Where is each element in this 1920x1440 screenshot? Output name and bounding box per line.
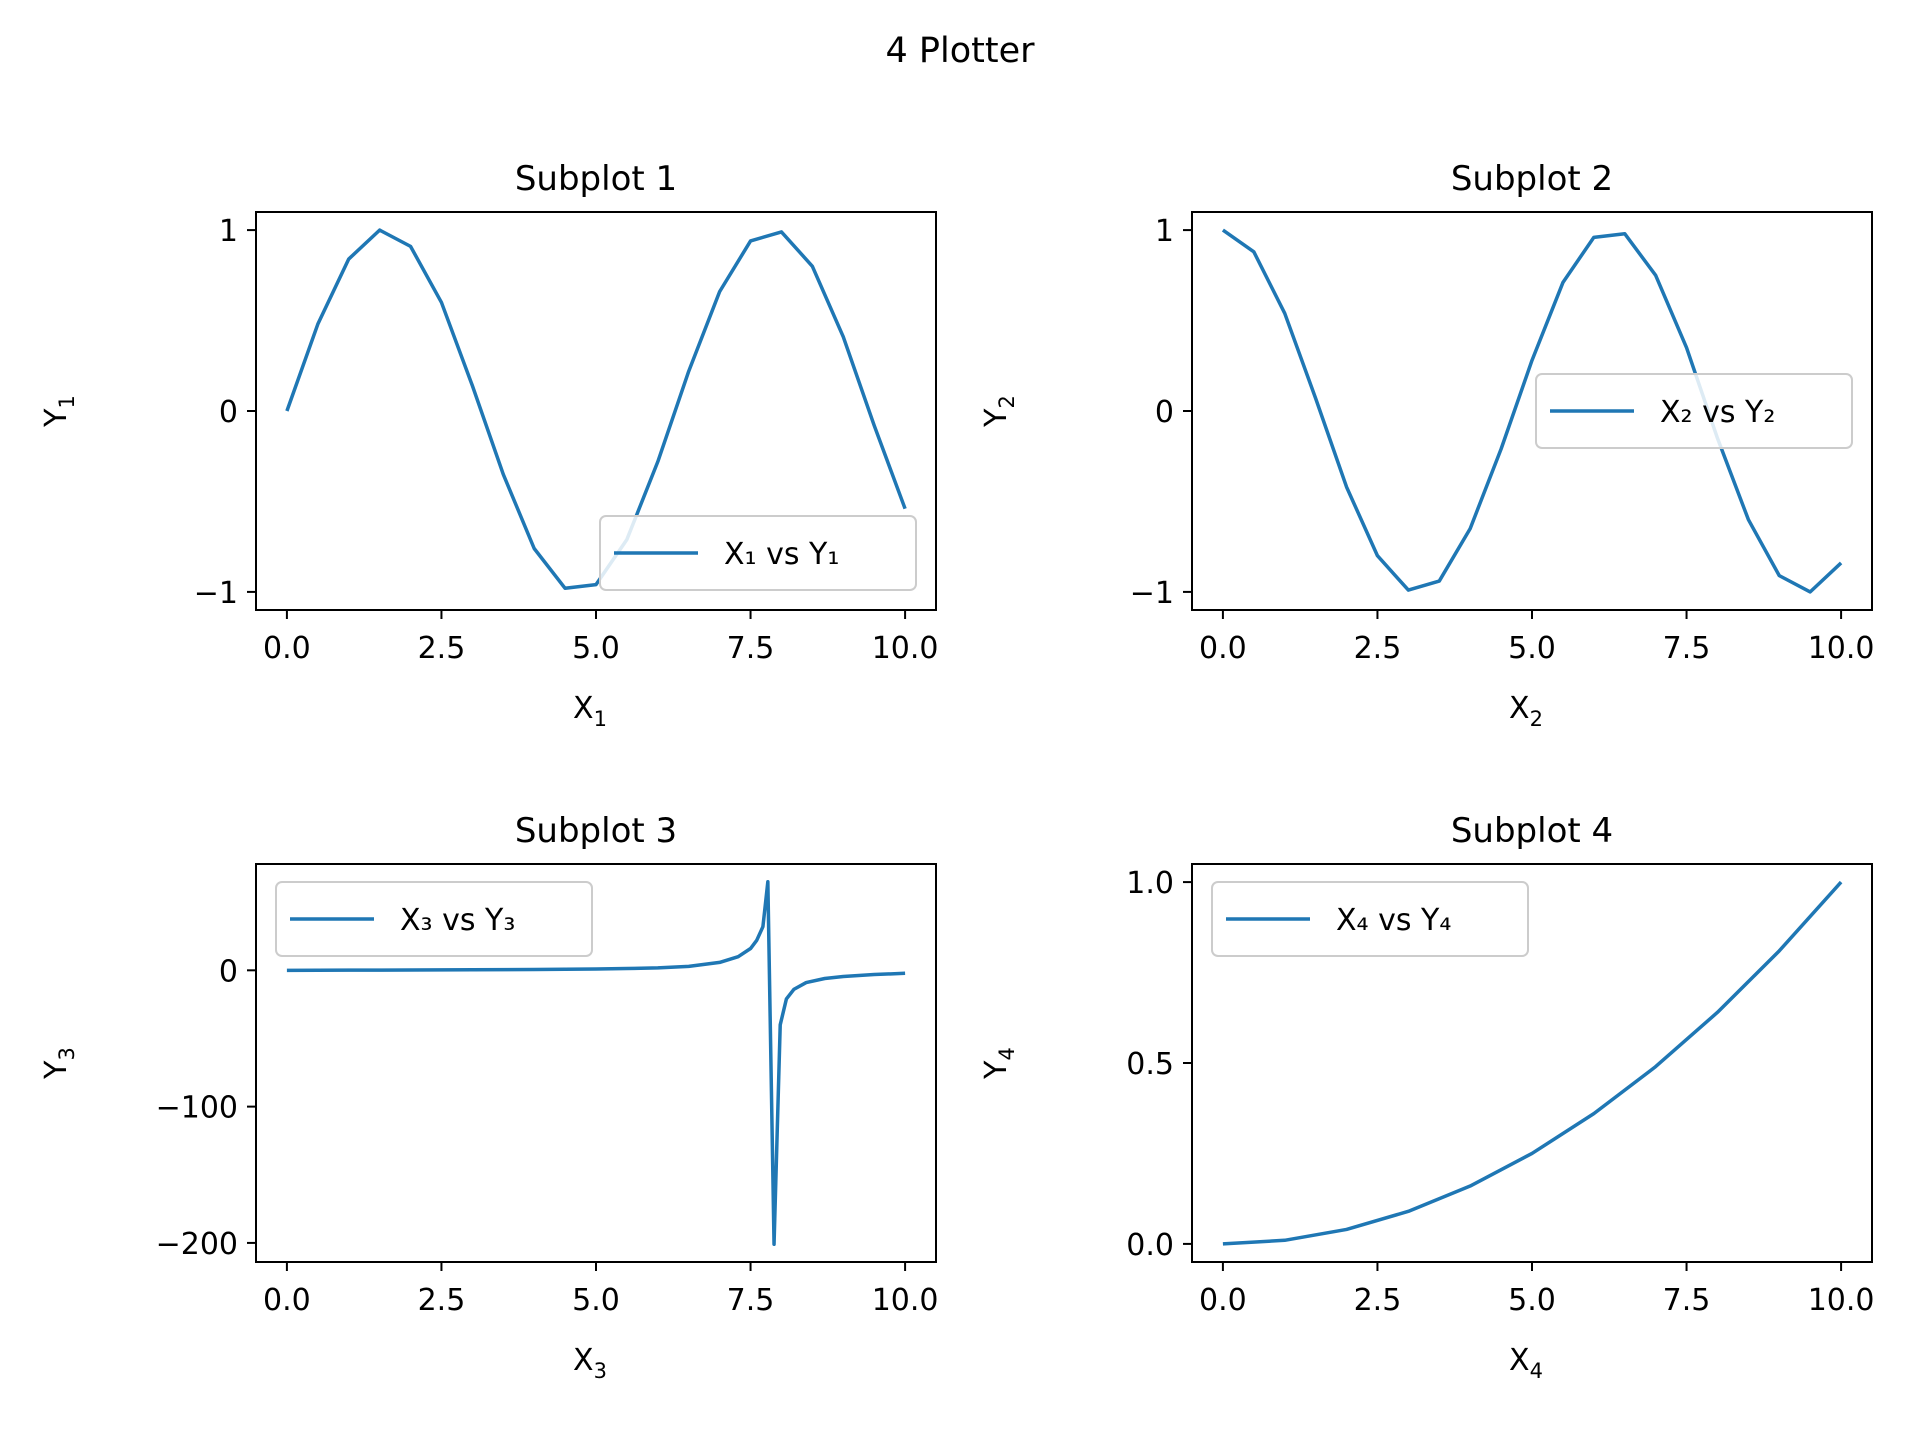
- x-tick-label: 2.5: [1354, 1283, 1402, 1318]
- y-tick-label: 0: [219, 954, 238, 989]
- x-axis-label: X2: [1509, 691, 1543, 731]
- x-tick-label: 2.5: [418, 1283, 466, 1318]
- legend: X₄ vs Y₄: [1211, 881, 1529, 957]
- legend-box: [1535, 373, 1853, 449]
- y-axis-label: Y2: [979, 395, 1019, 428]
- x-tick-label: 7.5: [727, 631, 775, 666]
- y-tick-label: 0: [1155, 395, 1174, 430]
- y-tick-label: −200: [156, 1227, 238, 1262]
- subplot-title: Subplot 2: [1451, 159, 1613, 199]
- series-line: [285, 228, 907, 591]
- legend-label: X₄ vs Y₄: [1336, 903, 1451, 938]
- figure-title: 4 Plotter: [885, 31, 1035, 71]
- x-tick-label: 7.5: [1663, 631, 1711, 666]
- x-tick-label: 7.5: [1663, 1283, 1711, 1318]
- x-tick-label: 0.0: [1199, 631, 1247, 666]
- x-tick-label: 0.0: [1199, 1283, 1247, 1318]
- x-tick-label: 10.0: [1808, 1283, 1875, 1318]
- x-axis-label: X1: [573, 691, 607, 731]
- subplot-title: Subplot 3: [515, 811, 677, 851]
- y-tick-label: 0.0: [1126, 1228, 1174, 1263]
- y-tick-label: 1: [1155, 214, 1174, 249]
- legend-box: [599, 515, 917, 591]
- x-tick-label: 10.0: [1808, 631, 1875, 666]
- x-tick-label: 0.0: [263, 631, 311, 666]
- series-line: [1222, 880, 1843, 1246]
- y-axis-label: Y3: [39, 1047, 79, 1080]
- subplot-3: Subplot 3 0.0 2.5 5.0 7.5 10.0 −200 −100 0 X3 Y3 X₃…: [39, 811, 938, 1383]
- y-tick-label: 0.5: [1126, 1047, 1174, 1082]
- x-tick-label: 10.0: [872, 1283, 939, 1318]
- subplot-title: Subplot 4: [1451, 811, 1613, 851]
- x-tick-label: 0.0: [263, 1283, 311, 1318]
- legend-label: X₃ vs Y₃: [400, 903, 515, 938]
- y-axis-label: Y1: [39, 395, 79, 428]
- legend-label: X₂ vs Y₂: [1660, 395, 1775, 430]
- y-tick-label: −1: [1130, 576, 1174, 611]
- x-tick-label: 5.0: [572, 631, 620, 666]
- y-tick-label: −100: [156, 1091, 238, 1126]
- x-tick-label: 2.5: [1354, 631, 1402, 666]
- subplot-4: Subplot 4 0.0 2.5 5.0 7.5 10.0 0.0 0.5 1.0 X4 Y4 X₄…: [979, 811, 1874, 1383]
- x-tick-label: 5.0: [572, 1283, 620, 1318]
- x-tick-label: 5.0: [1508, 631, 1556, 666]
- y-axis-label: Y4: [979, 1047, 1019, 1080]
- y-tick-label: 1: [219, 214, 238, 249]
- legend: X₂ vs Y₂: [1535, 373, 1853, 449]
- x-axis-label: X4: [1509, 1343, 1543, 1383]
- series-line: [1221, 228, 1843, 594]
- legend: X₃ vs Y₃: [275, 881, 593, 957]
- legend-box: [1211, 881, 1529, 957]
- subplot-title: Subplot 1: [515, 159, 677, 199]
- subplot-1: Subplot 1 0.0 2.5 5.0 7.5 10.0 −1 0 1 X1 Y1 X₁ vs Y…: [39, 159, 938, 731]
- x-axis-label: X3: [573, 1343, 607, 1383]
- series-line: [286, 879, 906, 1247]
- legend-label: X₁ vs Y₁: [724, 537, 839, 572]
- y-tick-label: 1.0: [1126, 866, 1174, 901]
- subplot-2: Subplot 2 0.0 2.5 5.0 7.5 10.0 −1 0 1 X2 Y2 X₂ vs Y…: [979, 159, 1874, 731]
- legend-box: [275, 881, 593, 957]
- x-tick-label: 5.0: [1508, 1283, 1556, 1318]
- x-tick-label: 7.5: [727, 1283, 775, 1318]
- x-tick-label: 10.0: [872, 631, 939, 666]
- legend: X₁ vs Y₁: [599, 515, 917, 591]
- y-tick-label: 0: [219, 395, 238, 430]
- x-tick-label: 2.5: [418, 631, 466, 666]
- y-tick-label: −1: [194, 576, 238, 611]
